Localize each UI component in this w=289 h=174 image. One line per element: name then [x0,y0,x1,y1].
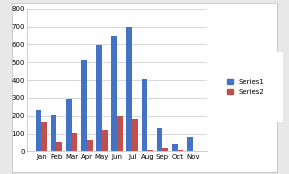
Bar [187,137,193,151]
Bar [147,150,153,151]
Bar [132,119,138,151]
Bar [36,110,41,151]
Bar [117,116,123,151]
Bar [81,60,87,151]
Bar [142,79,147,151]
Bar [96,45,102,151]
Bar [51,115,56,151]
Bar [87,140,92,151]
Bar [41,122,47,151]
Bar [72,133,77,151]
Bar [111,36,117,151]
Legend: Series1, Series2: Series1, Series2 [225,77,266,97]
Bar [126,27,132,151]
Bar [56,143,62,151]
Bar [102,130,108,151]
Bar [162,148,168,151]
Bar [66,99,72,151]
Bar [172,144,178,151]
Bar [178,150,183,151]
Bar [157,128,162,151]
